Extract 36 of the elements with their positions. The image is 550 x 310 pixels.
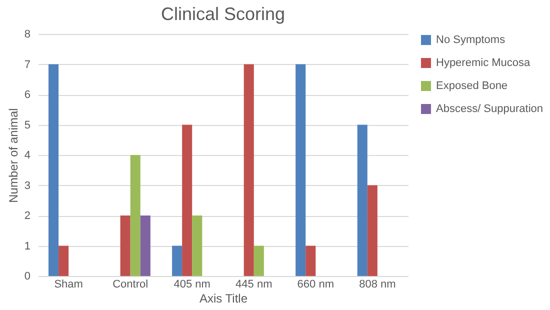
bar (48, 64, 59, 276)
y-tick-label: 0 (24, 270, 30, 282)
bar (182, 124, 192, 276)
x-tick-label: 445 nm (236, 278, 272, 290)
bar (58, 246, 69, 276)
bar (172, 246, 182, 276)
y-axis-title: Number of animal (6, 108, 20, 203)
y-tick-label: 1 (24, 240, 30, 252)
y-tick-label: 5 (24, 119, 30, 132)
bar (130, 155, 140, 276)
bar (357, 124, 368, 276)
bar (306, 246, 316, 276)
x-tick-label: 808 nm (359, 278, 396, 290)
x-tick-label: 660 nm (297, 278, 334, 290)
x-tick-label: Sham (54, 278, 83, 290)
y-tick-label: 6 (24, 89, 30, 101)
chart-title: Clinical Scoring (160, 4, 286, 24)
y-tick-label: 8 (24, 28, 30, 40)
legend-label: Hyperemic Mucosa (436, 57, 532, 69)
bar (140, 216, 150, 276)
legend-label: Exposed Bone (436, 80, 508, 92)
bar (120, 216, 130, 276)
bar (367, 185, 378, 276)
bar (254, 246, 264, 276)
x-tick-label: 405 nm (174, 278, 210, 290)
legend-label: No Symptoms (436, 34, 506, 46)
y-tick-label: 3 (24, 180, 30, 192)
y-tick-label: 4 (24, 150, 30, 162)
bar (296, 64, 306, 276)
x-axis-title: Axis Title (199, 292, 248, 306)
x-tick-label: Control (112, 278, 148, 290)
y-tick-label: 7 (24, 58, 30, 71)
bar (192, 216, 202, 276)
bar (244, 64, 254, 276)
y-tick-label: 2 (24, 210, 30, 222)
legend-label: Abscess/ Suppuration (436, 103, 544, 115)
